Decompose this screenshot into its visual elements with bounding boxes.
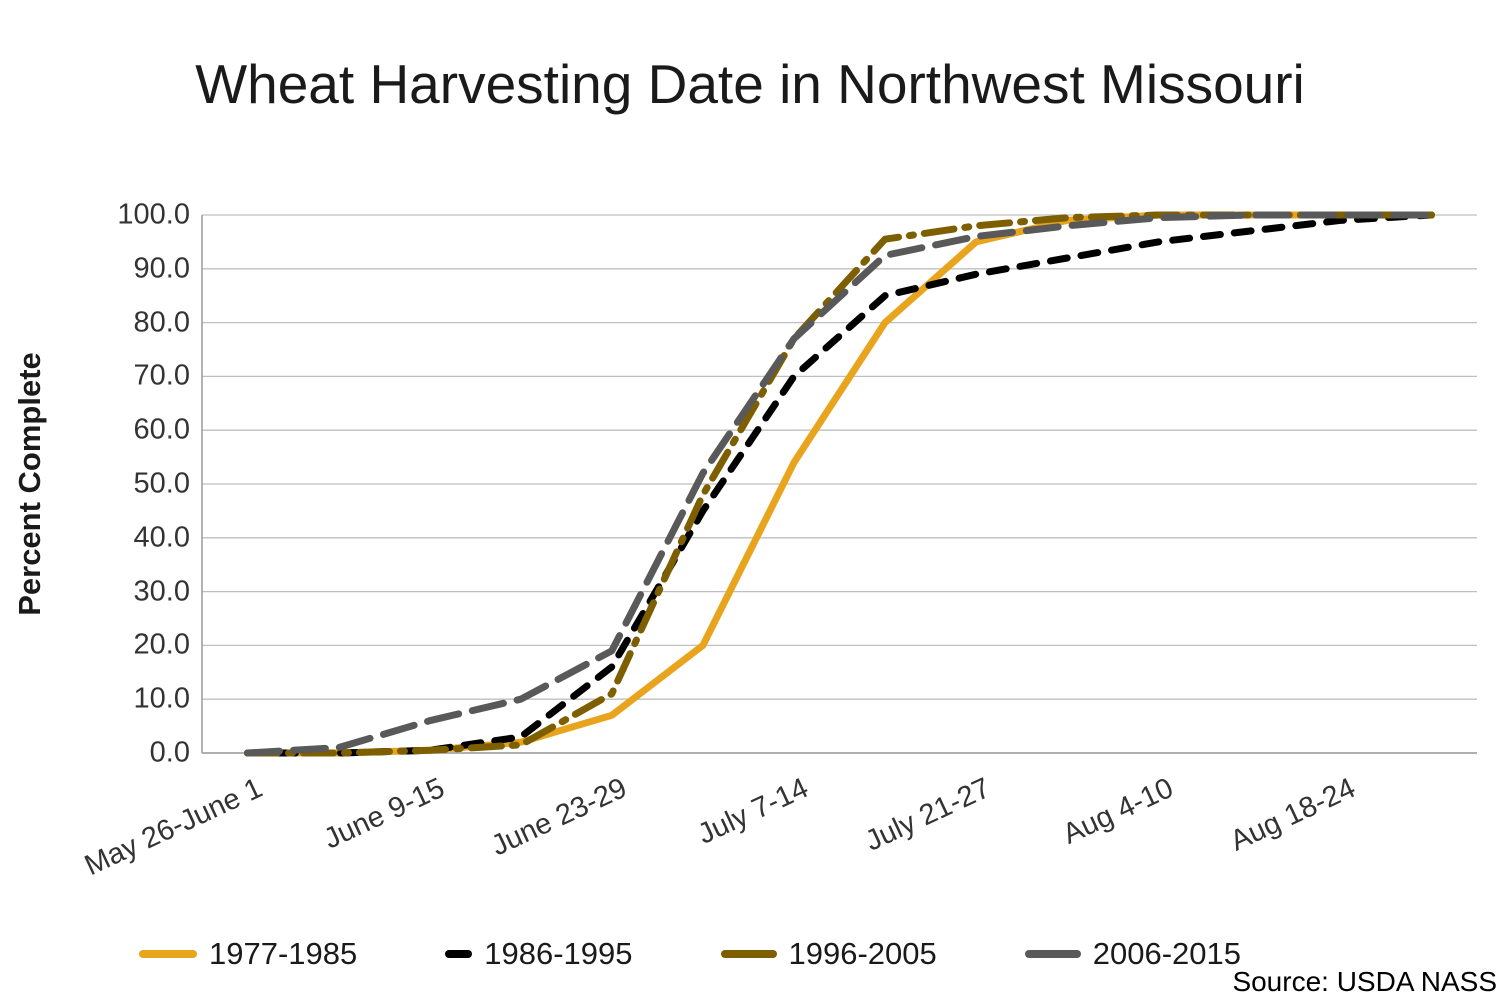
legend-item: 1986-1995 xyxy=(445,936,633,972)
legend-label: 1996-2005 xyxy=(788,936,937,971)
legend-swatch-1986-1995 xyxy=(445,950,473,958)
legend-label: 1977-1985 xyxy=(209,936,358,971)
legend-label: 1986-1995 xyxy=(484,936,633,971)
y-tick-label: 90.0 xyxy=(133,252,190,285)
y-tick-label: 60.0 xyxy=(133,413,190,446)
y-tick-label: 0.0 xyxy=(149,736,190,769)
source-note: Source: USDA NASS xyxy=(1232,966,1497,997)
legend-item: 2006-2015 xyxy=(1024,936,1241,972)
y-tick-label: 10.0 xyxy=(133,682,190,715)
legend: 1977-1985 1986-1995 1996-2005 2006-2015 xyxy=(0,936,1380,972)
series-line-2006-2015 xyxy=(244,211,1435,757)
legend-label: 2006-2015 xyxy=(1092,936,1241,971)
legend-item: 1977-1985 xyxy=(139,936,357,972)
legend-item: 1996-2005 xyxy=(720,936,937,972)
legend-swatch-2006-2015 xyxy=(1024,950,1081,958)
y-tick-label: 50.0 xyxy=(133,467,190,500)
y-tick-label: 40.0 xyxy=(133,521,190,554)
y-tick-label: 100.0 xyxy=(117,198,190,231)
legend-swatch-1977-1985 xyxy=(139,950,197,958)
legend-swatch-1996-2005 xyxy=(720,950,777,958)
y-tick-label: 30.0 xyxy=(133,575,190,608)
y-tick-label: 70.0 xyxy=(133,359,190,392)
y-tick-label: 20.0 xyxy=(133,628,190,661)
y-tick-label: 80.0 xyxy=(133,306,190,339)
page-title: Wheat Harvesting Date in Northwest Misso… xyxy=(195,53,1305,115)
